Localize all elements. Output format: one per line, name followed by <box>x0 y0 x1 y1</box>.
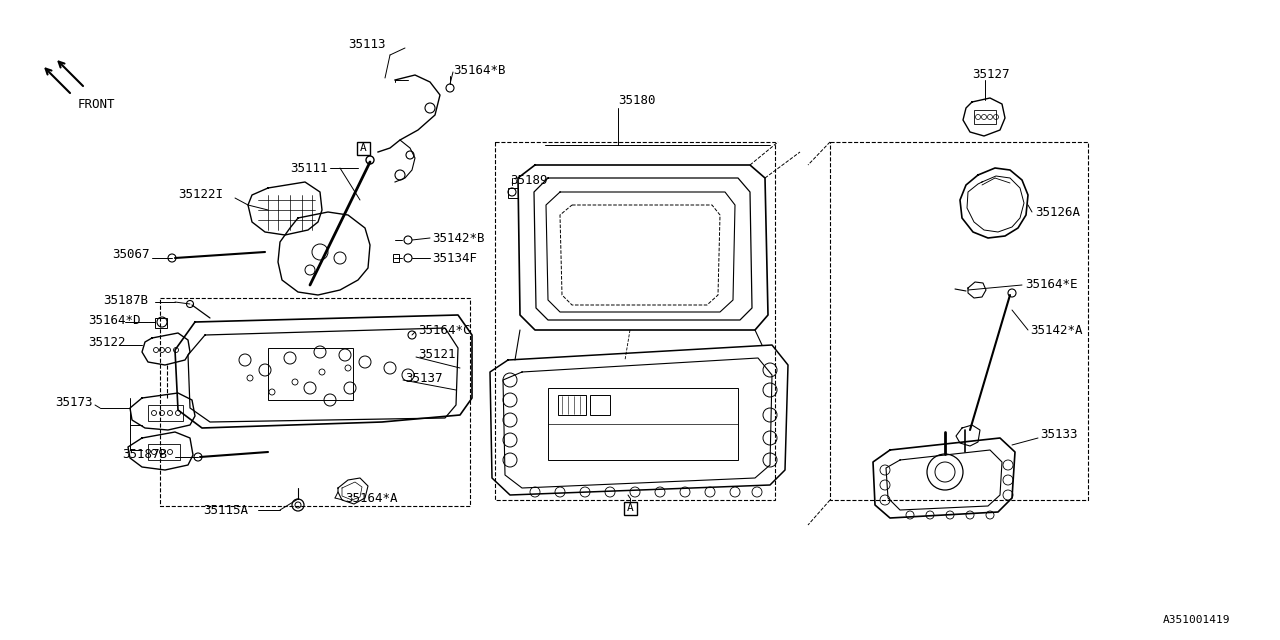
Text: 35142*B: 35142*B <box>433 232 485 244</box>
Text: 35164*D: 35164*D <box>88 314 141 326</box>
Bar <box>508 188 518 198</box>
Text: 35067: 35067 <box>113 248 150 262</box>
Text: A351001419: A351001419 <box>1162 615 1230 625</box>
Bar <box>829 142 1088 500</box>
Text: 35134F: 35134F <box>433 252 477 264</box>
Text: 35122: 35122 <box>88 335 125 349</box>
Text: 35115A: 35115A <box>204 504 248 516</box>
Text: 35122I: 35122I <box>178 189 223 202</box>
Bar <box>155 318 166 328</box>
Text: 35126A: 35126A <box>1036 205 1080 218</box>
Text: 35164*B: 35164*B <box>453 63 506 77</box>
Text: A: A <box>360 143 366 153</box>
Text: 35187B: 35187B <box>102 294 148 307</box>
Bar <box>357 141 370 154</box>
Bar <box>268 348 353 400</box>
Text: 35173: 35173 <box>55 396 92 408</box>
Bar <box>160 298 470 506</box>
Text: 35164*C: 35164*C <box>419 323 471 337</box>
Text: 35180: 35180 <box>618 93 655 106</box>
Bar <box>393 254 399 262</box>
Bar <box>148 405 183 421</box>
Bar <box>558 395 586 415</box>
Text: 35133: 35133 <box>1039 429 1078 442</box>
Bar <box>548 388 739 460</box>
Text: A: A <box>627 503 634 513</box>
Text: FRONT: FRONT <box>78 99 115 111</box>
Text: 35121: 35121 <box>419 349 456 362</box>
Bar <box>974 110 996 124</box>
Text: 35187B: 35187B <box>122 449 166 461</box>
Bar <box>590 395 611 415</box>
Text: 35142*A: 35142*A <box>1030 323 1083 337</box>
Text: 35189: 35189 <box>509 173 548 186</box>
Text: 35127: 35127 <box>972 68 1010 81</box>
Bar <box>148 444 180 460</box>
Text: 35113: 35113 <box>348 38 385 51</box>
Bar <box>623 502 636 515</box>
Text: 35137: 35137 <box>404 371 443 385</box>
Bar <box>495 142 774 500</box>
Text: 35111: 35111 <box>291 161 328 175</box>
Text: 35164*E: 35164*E <box>1025 278 1078 291</box>
Text: 35164*A: 35164*A <box>346 492 398 504</box>
